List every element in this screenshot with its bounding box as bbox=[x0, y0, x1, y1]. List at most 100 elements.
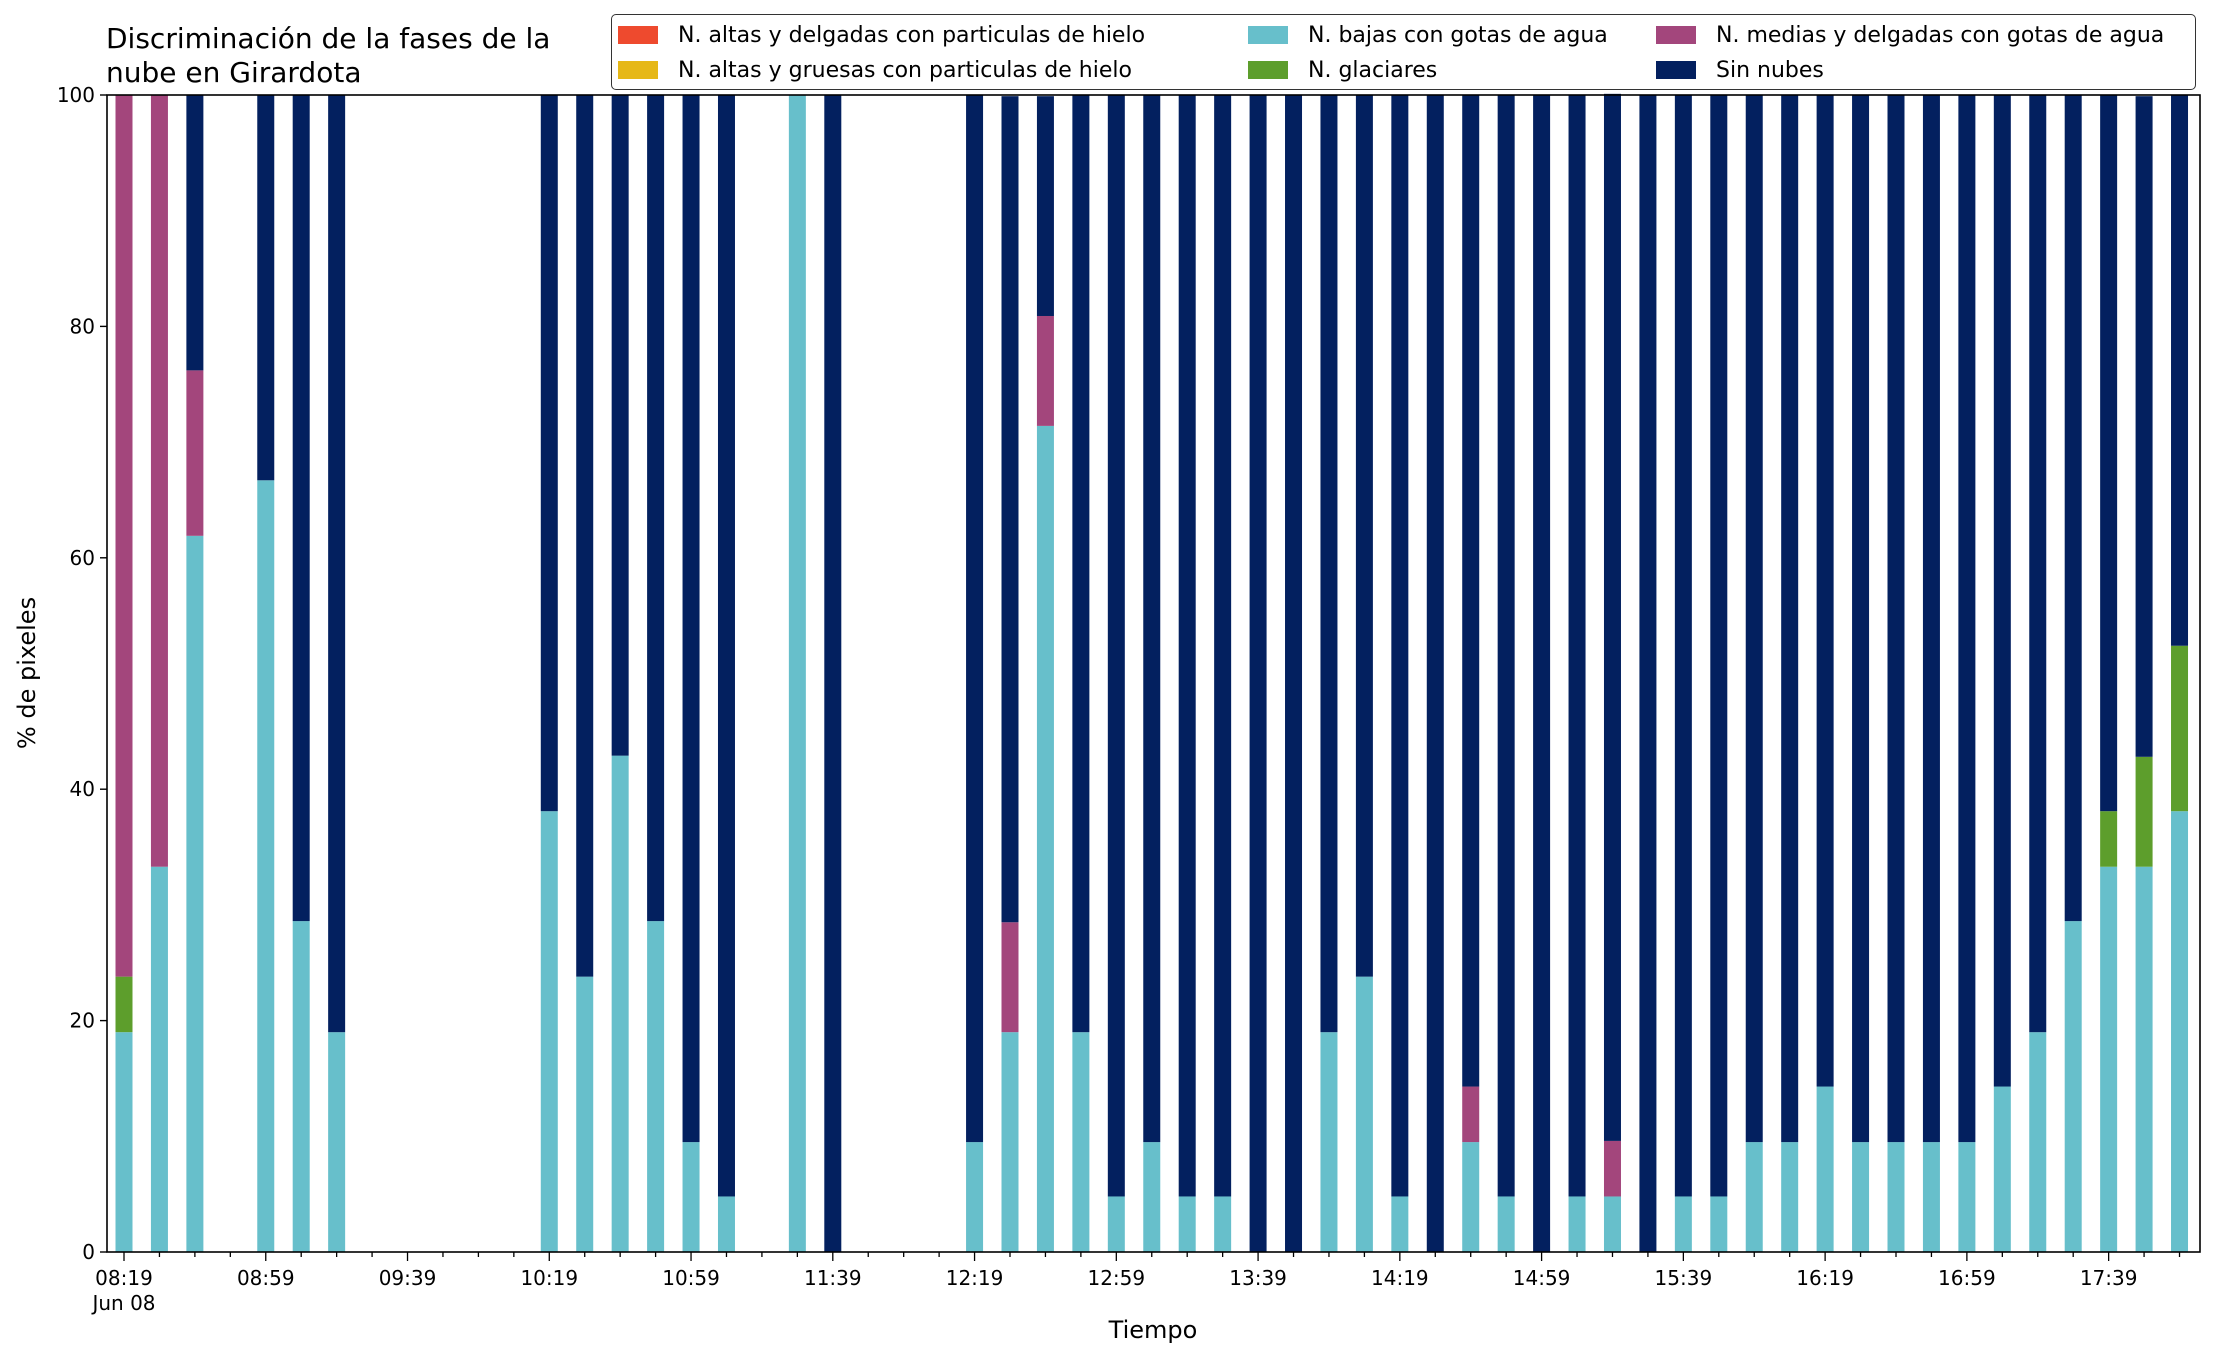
bar-segment bbox=[2171, 645, 2189, 812]
legend-item: N. glaciares bbox=[1248, 53, 1437, 87]
bar-segment bbox=[1462, 1142, 1480, 1252]
bar-segment bbox=[1993, 95, 2011, 1087]
x-tick-label: 14:59 bbox=[1513, 1266, 1571, 1290]
bar-segment bbox=[2171, 811, 2189, 1252]
legend-label: N. altas y delgadas con particulas de hi… bbox=[678, 22, 1146, 48]
bar-segment bbox=[2100, 811, 2118, 867]
bars-layer bbox=[115, 93, 2189, 1252]
y-tick-label: 20 bbox=[70, 1009, 95, 1033]
bar-segment bbox=[1497, 95, 1515, 1197]
bar-segment bbox=[1178, 1196, 1196, 1252]
bar-segment bbox=[2135, 866, 2153, 1252]
y-tick-label: 60 bbox=[70, 546, 95, 570]
bar-segment bbox=[1922, 1142, 1940, 1252]
bar-segment bbox=[1001, 96, 1019, 923]
bar-segment bbox=[2100, 95, 2118, 812]
bar-segment bbox=[292, 921, 310, 1252]
bar-segment bbox=[647, 921, 665, 1252]
legend-label: N. bajas con gotas de agua bbox=[1308, 22, 1608, 48]
bar-segment bbox=[1072, 1032, 1090, 1252]
x-axis-label: Tiempo bbox=[1108, 1316, 1198, 1344]
legend-swatch bbox=[1248, 61, 1288, 79]
bar-segment bbox=[576, 976, 594, 1252]
bar-segment bbox=[717, 95, 735, 1197]
bar-segment bbox=[1852, 95, 1870, 1143]
bar-segment bbox=[611, 755, 629, 1252]
x-tick-label: 10:19 bbox=[520, 1266, 578, 1290]
legend-swatch bbox=[1248, 26, 1288, 44]
bar-segment bbox=[1214, 95, 1232, 1197]
bar-segment bbox=[186, 535, 204, 1252]
bar-segment bbox=[115, 95, 133, 977]
bar-segment bbox=[647, 95, 665, 922]
bar-segment bbox=[1568, 1196, 1586, 1252]
x-tick-label: 08:59 bbox=[237, 1266, 295, 1290]
bar-segment bbox=[611, 95, 629, 756]
bar-segment bbox=[1497, 1196, 1515, 1252]
legend-label: N. medias y delgadas con gotas de agua bbox=[1716, 22, 2165, 48]
bar-segment bbox=[2171, 95, 2189, 646]
bar-segment bbox=[1426, 95, 1444, 1252]
bar-segment bbox=[1214, 1196, 1232, 1252]
bar-segment bbox=[2135, 96, 2153, 757]
bar-segment bbox=[1958, 95, 1976, 1143]
bar-segment bbox=[540, 811, 558, 1252]
bar-segment bbox=[2100, 866, 2118, 1252]
y-tick-label: 100 bbox=[57, 83, 95, 107]
bar-segment bbox=[1922, 95, 1940, 1143]
x-tick-sublabel: Jun 08 bbox=[90, 1291, 155, 1315]
bar-segment bbox=[1639, 95, 1657, 1252]
x-tick-label: 13:39 bbox=[1229, 1266, 1287, 1290]
x-tick-label: 10:59 bbox=[662, 1266, 720, 1290]
legend-swatch bbox=[1656, 61, 1696, 79]
bar-segment bbox=[1781, 95, 1799, 1143]
y-axis-label: % de pixeles bbox=[13, 597, 41, 749]
legend-item: N. medias y delgadas con gotas de agua bbox=[1656, 18, 2164, 52]
legend-label: N. altas y gruesas con particulas de hie… bbox=[678, 57, 1132, 83]
bar-segment bbox=[1958, 1142, 1976, 1252]
legend-item: N. altas y delgadas con particulas de hi… bbox=[618, 18, 1145, 52]
bar-segment bbox=[1143, 1142, 1161, 1252]
x-tick-label: 16:59 bbox=[1938, 1266, 1996, 1290]
legend-item: N. bajas con gotas de agua bbox=[1248, 18, 1608, 52]
bar-segment bbox=[150, 95, 168, 867]
x-tick-label: 15:39 bbox=[1655, 1266, 1713, 1290]
bar-segment bbox=[1710, 1196, 1728, 1252]
bar-segment bbox=[1710, 95, 1728, 1197]
bar-segment bbox=[257, 95, 275, 481]
x-tick-label: 11:39 bbox=[804, 1266, 862, 1290]
y-tick-label: 80 bbox=[70, 314, 95, 338]
bar-segment bbox=[1603, 93, 1621, 1141]
bar-segment bbox=[682, 95, 700, 1143]
bar-segment bbox=[1036, 425, 1054, 1252]
bar-segment bbox=[115, 1032, 133, 1252]
bar-segment bbox=[1355, 95, 1373, 977]
bar-segment bbox=[1745, 1142, 1763, 1252]
bar-segment bbox=[1320, 95, 1338, 1033]
bar-segment bbox=[1533, 95, 1551, 1252]
bar-segment bbox=[186, 95, 204, 371]
bar-segment bbox=[1143, 95, 1161, 1143]
bar-segment bbox=[1178, 95, 1196, 1197]
bar-segment bbox=[1355, 976, 1373, 1252]
legend-swatch bbox=[1656, 26, 1696, 44]
legend-label: Sin nubes bbox=[1716, 57, 1824, 83]
bar-segment bbox=[1036, 315, 1054, 426]
legend-item: N. altas y gruesas con particulas de hie… bbox=[618, 53, 1132, 87]
bar-segment bbox=[2064, 921, 2082, 1252]
bar-segment bbox=[1816, 95, 1834, 1087]
bar-segment bbox=[1852, 1142, 1870, 1252]
bar-segment bbox=[1462, 95, 1480, 1087]
bar-segment bbox=[1391, 1196, 1409, 1252]
bar-segment bbox=[717, 1196, 735, 1252]
bar-segment bbox=[966, 1142, 984, 1252]
bar-segment bbox=[1603, 1196, 1621, 1252]
x-tick-label: 16:19 bbox=[1796, 1266, 1854, 1290]
bar-segment bbox=[1285, 95, 1303, 1252]
bar-segment bbox=[1674, 95, 1692, 1197]
x-tick-label: 09:39 bbox=[379, 1266, 437, 1290]
chart-legend: N. altas y delgadas con particulas de hi… bbox=[611, 14, 2196, 90]
bar-segment bbox=[292, 95, 310, 922]
